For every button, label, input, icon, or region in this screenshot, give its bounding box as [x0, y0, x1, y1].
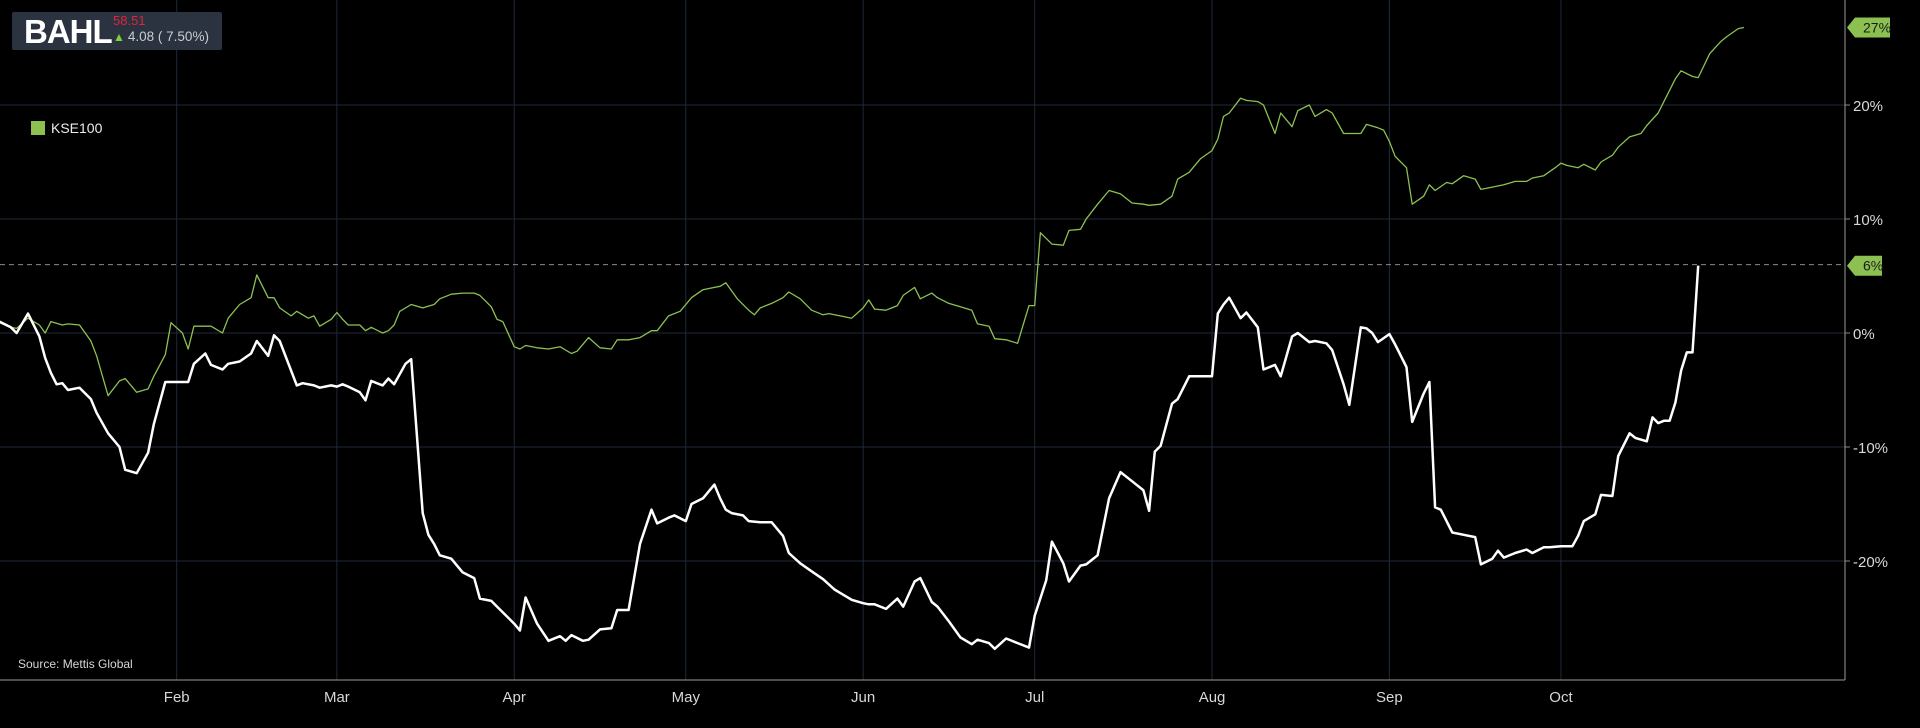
ticker-change: ▲ 4.08 ( 7.50%): [113, 29, 209, 44]
last-value-tag: [1847, 17, 1890, 38]
y-tick-label: -10%: [1853, 440, 1888, 457]
last-value-tag: [1847, 255, 1882, 276]
series-line-bahl: [0, 265, 1700, 651]
source-label: Source: Mettis Global: [18, 657, 133, 671]
ticker-price: 58.51: [113, 13, 146, 28]
value-tags: 27% 6%: [1847, 17, 1891, 276]
series-lines: [0, 26, 1745, 651]
y-tick-label: 10%: [1853, 212, 1883, 229]
legend-swatch: [31, 121, 45, 135]
series-line-kse100: [0, 26, 1745, 397]
last-value-tag-label: 27%: [1863, 19, 1891, 35]
grid: [0, 0, 1845, 680]
x-tick-label-mar: Mar: [324, 689, 350, 706]
axes: Feb Mar Apr May Jun Jul Aug Sep Oct 20% 10% 0% -10% -…: [0, 0, 1888, 706]
ticker-symbol: BAHL: [24, 13, 113, 50]
ticker-change-value: 4.08 ( 7.50%): [127, 29, 209, 44]
x-tick-label-aug: Aug: [1199, 689, 1226, 706]
ticker-header: BAHL 58.51 ▲ 4.08 ( 7.50%): [12, 12, 222, 50]
x-tick-label-apr: Apr: [503, 689, 526, 706]
y-tick-label: -20%: [1853, 554, 1888, 571]
arrow-up-icon: ▲: [113, 30, 125, 44]
x-tick-label-jun: Jun: [851, 689, 875, 706]
x-tick-label-jul: Jul: [1025, 689, 1044, 706]
legend[interactable]: KSE100: [31, 120, 102, 136]
x-tick-label-oct: Oct: [1549, 689, 1573, 706]
x-tick-label-sep: Sep: [1376, 689, 1403, 706]
y-tick-label: 0%: [1853, 326, 1875, 343]
legend-label: KSE100: [51, 120, 103, 136]
y-tick-label: 20%: [1853, 98, 1883, 115]
last-value-tag-label: 6%: [1863, 258, 1883, 274]
x-tick-label-may: May: [672, 689, 701, 706]
x-tick-label-feb: Feb: [164, 689, 190, 706]
